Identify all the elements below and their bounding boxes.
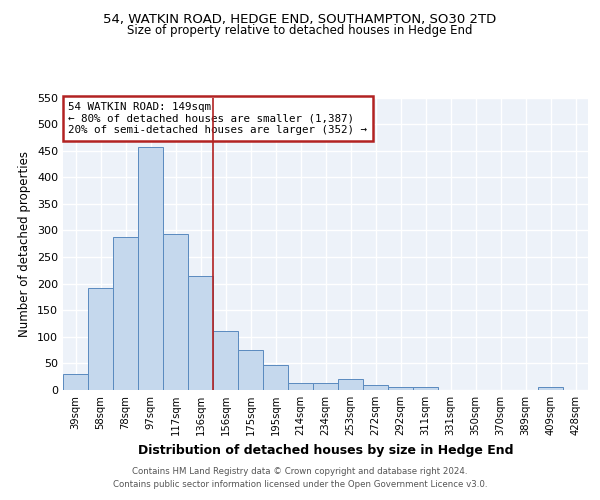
Bar <box>363 384 388 390</box>
Bar <box>138 147 163 390</box>
Bar <box>163 234 188 390</box>
Bar <box>313 383 338 390</box>
Bar <box>238 350 263 390</box>
Bar <box>263 365 288 390</box>
Bar <box>88 288 113 390</box>
Bar <box>113 237 138 390</box>
Text: Contains public sector information licensed under the Open Government Licence v3: Contains public sector information licen… <box>113 480 487 489</box>
Y-axis label: Number of detached properties: Number of detached properties <box>19 151 31 337</box>
Bar <box>288 383 313 390</box>
Text: Size of property relative to detached houses in Hedge End: Size of property relative to detached ho… <box>127 24 473 37</box>
Bar <box>63 374 88 390</box>
X-axis label: Distribution of detached houses by size in Hedge End: Distribution of detached houses by size … <box>138 444 513 456</box>
Bar <box>388 388 413 390</box>
Bar <box>213 331 238 390</box>
Bar <box>188 276 213 390</box>
Bar <box>413 387 438 390</box>
Text: Contains HM Land Registry data © Crown copyright and database right 2024.: Contains HM Land Registry data © Crown c… <box>132 467 468 476</box>
Bar <box>338 379 363 390</box>
Text: 54, WATKIN ROAD, HEDGE END, SOUTHAMPTON, SO30 2TD: 54, WATKIN ROAD, HEDGE END, SOUTHAMPTON,… <box>103 12 497 26</box>
Text: 54 WATKIN ROAD: 149sqm
← 80% of detached houses are smaller (1,387)
20% of semi-: 54 WATKIN ROAD: 149sqm ← 80% of detached… <box>68 102 367 135</box>
Bar <box>538 388 563 390</box>
